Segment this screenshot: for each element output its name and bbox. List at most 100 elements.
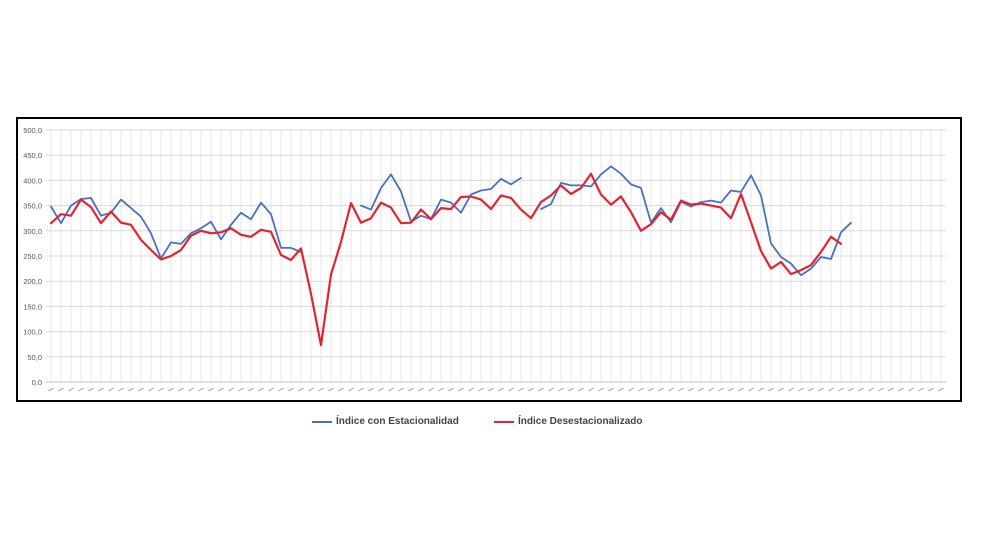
x-tick-mark bbox=[708, 387, 714, 392]
x-tick-mark bbox=[858, 387, 864, 392]
x-tick-mark bbox=[878, 387, 884, 392]
series-line-1 bbox=[50, 197, 302, 260]
x-tick-mark bbox=[108, 387, 114, 392]
x-tick-mark bbox=[198, 387, 204, 392]
x-tick-mark bbox=[428, 387, 434, 392]
series-line-1 bbox=[360, 173, 522, 223]
x-tick-mark bbox=[178, 387, 184, 392]
x-tick-mark bbox=[58, 387, 64, 392]
x-tick-mark bbox=[648, 387, 654, 392]
chart-frame: 0,0 50,0 100,0 150,0 200,0 250,0 300,0 350,0 400… bbox=[16, 117, 962, 402]
x-tick-mark bbox=[48, 387, 54, 392]
x-tick-mark bbox=[578, 387, 584, 392]
x-tick-mark bbox=[518, 387, 524, 392]
x-tick-mark bbox=[248, 387, 254, 392]
x-tick-mark bbox=[478, 387, 484, 392]
y-tick-label: 100,0 bbox=[23, 328, 42, 337]
x-tick-mark bbox=[368, 387, 374, 392]
legend-swatch-series-2 bbox=[494, 420, 514, 423]
x-tick-mark bbox=[378, 387, 384, 392]
x-tick-mark bbox=[598, 387, 604, 392]
x-tick-mark bbox=[918, 387, 924, 392]
x-tick-mark bbox=[538, 387, 544, 392]
x-tick-mark bbox=[308, 387, 314, 392]
series-line-2 bbox=[49, 172, 843, 347]
x-tick-mark bbox=[548, 387, 554, 392]
grid-lines bbox=[46, 129, 946, 383]
series-line-1 bbox=[540, 165, 852, 277]
x-tick-mark bbox=[628, 387, 634, 392]
x-tick-mark bbox=[278, 387, 284, 392]
x-tick-mark bbox=[468, 387, 474, 392]
y-axis-tick-labels: 0,0 50,0 100,0 150,0 200,0 250,0 300,0 350,0 400… bbox=[23, 126, 42, 387]
y-tick-label: 50,0 bbox=[27, 353, 42, 362]
x-tick-mark bbox=[928, 387, 934, 392]
y-tick-label: 250,0 bbox=[23, 252, 42, 261]
legend-label-series-2: Índice Desestacionalizado bbox=[518, 416, 643, 427]
x-tick-mark bbox=[288, 387, 294, 392]
x-tick-mark bbox=[718, 387, 724, 392]
x-tick-mark bbox=[438, 387, 444, 392]
x-tick-mark bbox=[788, 387, 794, 392]
x-tick-mark bbox=[388, 387, 394, 392]
x-tick-mark bbox=[618, 387, 624, 392]
x-tick-mark bbox=[88, 387, 94, 392]
x-tick-mark bbox=[458, 387, 464, 392]
x-tick-mark bbox=[908, 387, 914, 392]
x-tick-mark bbox=[558, 387, 564, 392]
legend: Índice con Estacionalidad Índice Desesta… bbox=[0, 416, 992, 432]
x-tick-mark bbox=[508, 387, 514, 392]
x-tick-mark bbox=[688, 387, 694, 392]
x-tick-mark bbox=[138, 387, 144, 392]
x-tick-mark bbox=[258, 387, 264, 392]
x-tick-mark bbox=[298, 387, 304, 392]
line-chart: 0,0 50,0 100,0 150,0 200,0 250,0 300,0 350,0 400… bbox=[23, 126, 946, 392]
x-tick-mark bbox=[418, 387, 424, 392]
x-tick-mark bbox=[228, 387, 234, 392]
x-tick-mark bbox=[938, 387, 944, 392]
y-tick-label: 350,0 bbox=[23, 202, 42, 211]
x-tick-mark bbox=[188, 387, 194, 392]
x-tick-mark bbox=[638, 387, 644, 392]
x-tick-mark bbox=[318, 387, 324, 392]
x-tick-mark bbox=[778, 387, 784, 392]
x-tick-mark bbox=[528, 387, 534, 392]
x-tick-mark bbox=[808, 387, 814, 392]
x-tick-mark bbox=[498, 387, 504, 392]
x-tick-mark bbox=[338, 387, 344, 392]
x-tick-mark bbox=[658, 387, 664, 392]
x-tick-mark bbox=[398, 387, 404, 392]
y-tick-label: 200,0 bbox=[23, 277, 42, 286]
y-tick-label: 0,0 bbox=[32, 378, 42, 387]
x-tick-mark bbox=[868, 387, 874, 392]
x-tick-mark bbox=[118, 387, 124, 392]
x-tick-mark bbox=[238, 387, 244, 392]
x-tick-mark bbox=[828, 387, 834, 392]
x-tick-mark bbox=[148, 387, 154, 392]
x-tick-mark bbox=[98, 387, 104, 392]
x-tick-mark bbox=[268, 387, 274, 392]
x-tick-mark bbox=[608, 387, 614, 392]
legend-item-series-2: Índice Desestacionalizado bbox=[494, 416, 643, 427]
x-tick-mark bbox=[668, 387, 674, 392]
x-tick-mark bbox=[848, 387, 854, 392]
x-axis-tick-labels bbox=[48, 387, 944, 392]
legend-label-series-1: Índice con Estacionalidad bbox=[336, 416, 459, 427]
x-tick-mark bbox=[328, 387, 334, 392]
x-tick-mark bbox=[128, 387, 134, 392]
x-tick-mark bbox=[448, 387, 454, 392]
x-tick-mark bbox=[488, 387, 494, 392]
x-tick-mark bbox=[168, 387, 174, 392]
x-tick-mark bbox=[158, 387, 164, 392]
x-tick-mark bbox=[678, 387, 684, 392]
y-tick-label: 450,0 bbox=[23, 151, 42, 160]
y-tick-label: 300,0 bbox=[23, 227, 42, 236]
y-tick-label: 150,0 bbox=[23, 302, 42, 311]
x-tick-mark bbox=[68, 387, 74, 392]
x-tick-mark bbox=[748, 387, 754, 392]
x-tick-mark bbox=[218, 387, 224, 392]
x-tick-mark bbox=[568, 387, 574, 392]
x-tick-mark bbox=[818, 387, 824, 392]
x-tick-mark bbox=[738, 387, 744, 392]
x-tick-mark bbox=[898, 387, 904, 392]
